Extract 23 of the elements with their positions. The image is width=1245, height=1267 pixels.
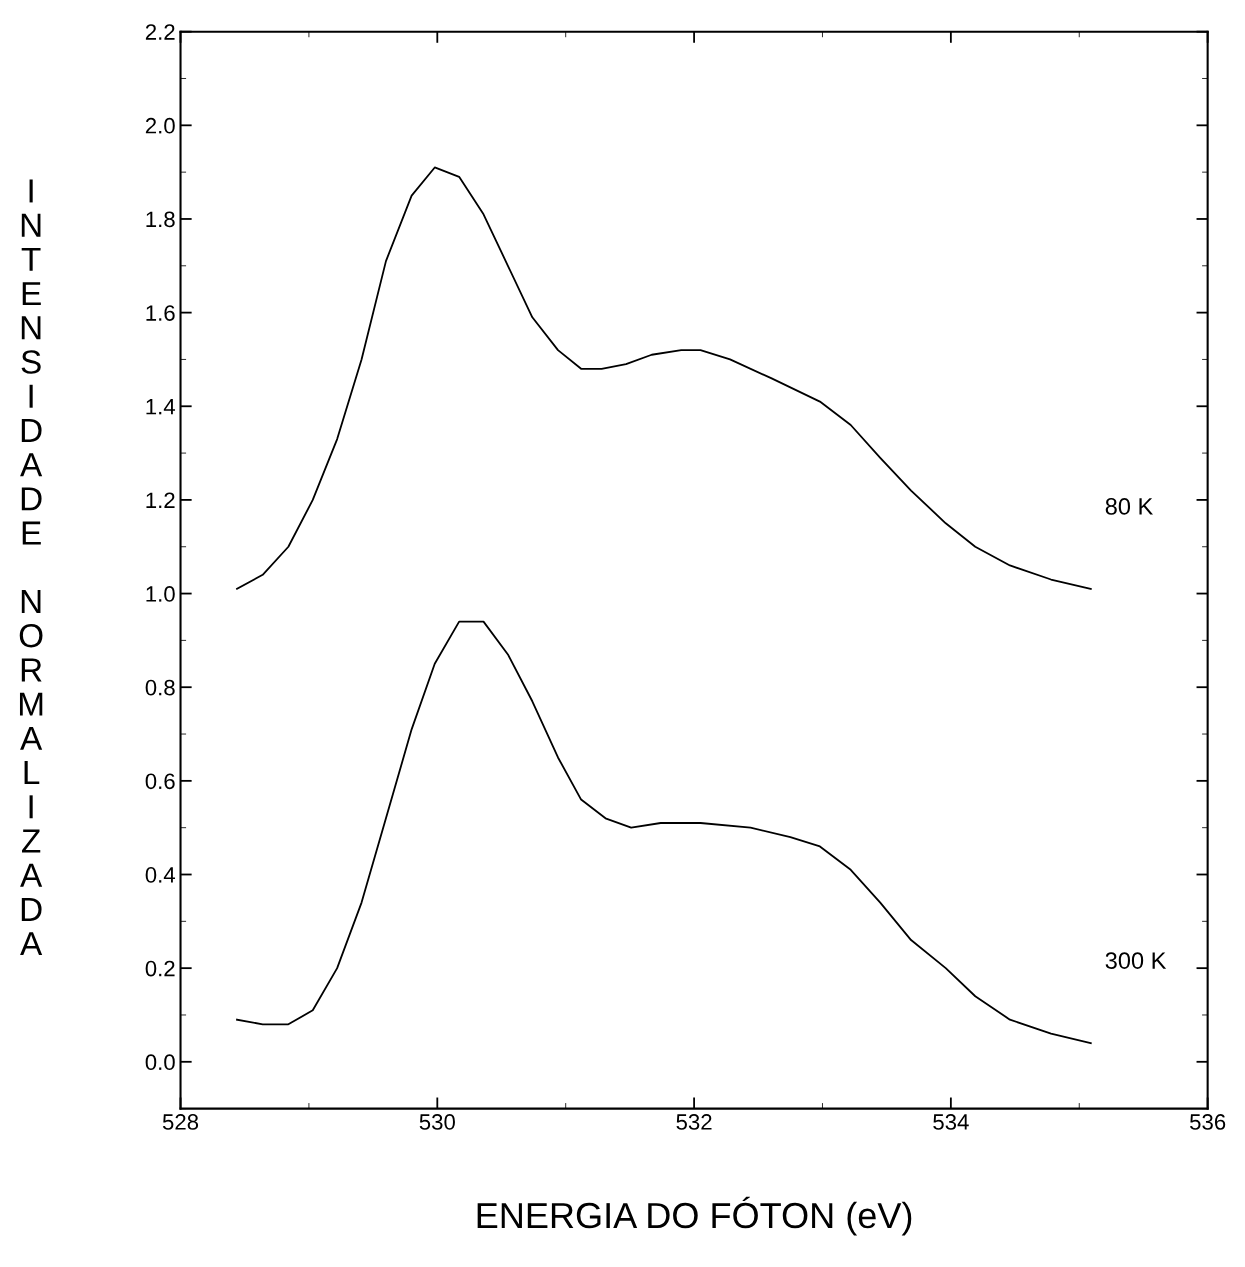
y-tick-label: 1.4 <box>146 399 176 415</box>
line-series <box>236 620 1092 1044</box>
x-tick-label: 530 <box>419 1114 455 1130</box>
y-tick-label: 0.6 <box>145 773 175 790</box>
y-tick-label: 0.0 <box>145 1054 175 1071</box>
x-axis-title: ENERGIA DO FÓTON (eV) <box>477 1196 912 1236</box>
x-tick-label: 528 <box>162 1114 199 1130</box>
x-tick-label: 532 <box>676 1114 712 1130</box>
y-tick-label: 1.0 <box>146 586 175 602</box>
y-tick-label: 2.0 <box>145 117 175 134</box>
legend-label: 80 K <box>1105 498 1154 515</box>
y-tick-label: 2.2 <box>145 24 175 40</box>
y-tick-label: 0.8 <box>145 679 175 696</box>
line-series <box>236 166 1092 590</box>
x-tick-label: 536 <box>1190 1114 1226 1130</box>
y-tick-label: 0.2 <box>145 960 175 977</box>
y-tick-label: 0.4 <box>145 867 176 883</box>
text: INTENSIDADE NORMALIZADA <box>19 179 43 956</box>
y-tick-label: 1.6 <box>146 305 175 321</box>
legend-label: 300 K <box>1105 952 1167 969</box>
y-tick-label: 1.8 <box>146 211 175 228</box>
x-tick-label: 534 <box>933 1114 969 1130</box>
y-tick-label: 1.2 <box>146 492 175 508</box>
